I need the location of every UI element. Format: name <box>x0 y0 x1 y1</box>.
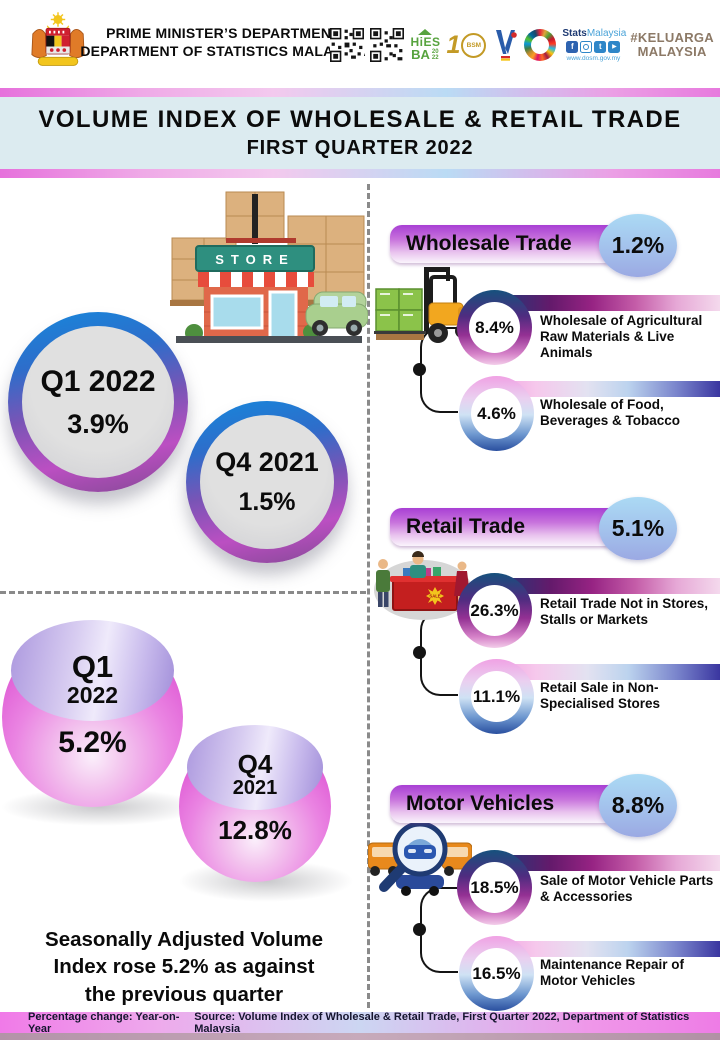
qoq-current-quarter: Q1 <box>71 648 114 684</box>
sub-indicator-value: 26.3% <box>470 600 519 620</box>
connector-dot <box>413 646 426 659</box>
twitter-icon: t <box>594 40 607 53</box>
yoy-previous-quarter-circle: Q4 2021 1.5% <box>186 401 348 563</box>
gradient-bar <box>478 941 720 957</box>
footer-note: Percentage change: Year-on-Year <box>28 1010 180 1035</box>
bottom-strip <box>0 1033 720 1040</box>
section-title: Retail Trade <box>406 515 526 538</box>
youtube-icon: ▶ <box>608 40 621 53</box>
sub-indicator-value: 8.4% <box>475 317 514 337</box>
page-subtitle: FIRST QUARTER 2022 <box>246 137 474 159</box>
sale-starburst-icon <box>426 587 444 605</box>
yoy-current-quarter-circle: Q1 2022 3.9% <box>8 312 188 492</box>
sub-indicator-label: Wholesale of Food, Beverages & Tobacco <box>540 397 681 429</box>
title-banner: VOLUME INDEX OF WHOLESALE & RETAIL TRADE… <box>0 88 720 178</box>
sub-indicator-value: 18.5% <box>470 877 519 897</box>
footer-bar: Percentage change: Year-on-Year Source: … <box>0 1010 720 1035</box>
gradient-bar <box>478 578 720 594</box>
sale-sign-text: SALE <box>429 594 440 599</box>
yoy-current-label: Q1 2022 <box>40 364 156 398</box>
sub-indicator-donut: 8.4% <box>457 290 532 365</box>
qoq-previous-year: 2021 <box>232 776 278 799</box>
hies-ba-2022-logo: HiES BA 2022 <box>410 29 440 61</box>
sub-indicator-label: Sale of Motor Vehicle Parts & Accessorie… <box>540 873 714 905</box>
dosm-url: www.dosm.gov.my <box>566 54 621 62</box>
qoq-current-value: 5.2% <box>58 726 127 760</box>
instagram-icon <box>580 40 593 53</box>
sub-indicator-donut: 11.1% <box>459 659 534 734</box>
dept-line-1: PRIME MINISTER’S DEPARTMENT <box>106 25 340 41</box>
header-logos: HiES BA 2022 1 BSM StatsMalaysia f <box>330 16 714 74</box>
hies-roof-icon <box>418 29 433 35</box>
section-title: Wholesale Trade <box>406 232 572 255</box>
malaysia-coat-of-arms-icon <box>22 10 94 79</box>
sub-indicator-label: Retail Trade Not in Stores, Stalls or Ma… <box>540 596 709 628</box>
store-warehouse-illustration: STORE <box>168 186 369 351</box>
sub-indicator-donut: 26.3% <box>457 573 532 648</box>
qr-code-icon <box>370 28 405 62</box>
seasonally-adjusted-note: Seasonally Adjusted Volume Index rose 5.… <box>45 928 323 1006</box>
keluarga-malaysia-logo: #KELUARGA MALAYSIA <box>630 30 714 59</box>
forklift-icon <box>374 263 470 358</box>
sub-indicator-donut: 4.6% <box>459 376 534 451</box>
section-total-badge: 8.8% <box>599 774 677 837</box>
laurel-ring-icon: BSM <box>461 32 487 58</box>
qoq-previous-quarter-sphere: Q4 2021 12.8% <box>179 724 331 882</box>
section-header: Motor Vehicles <box>390 785 634 823</box>
stats-malaysia-logo: StatsMalaysia f t ▶ www.dosm.gov.my <box>562 27 627 62</box>
yoy-previous-label: Q4 2021 <box>215 447 319 477</box>
department-title: PRIME MINISTER’S DEPARTMENT DEPARTMENT O… <box>80 24 365 60</box>
section-total-badge: 5.1% <box>599 497 677 560</box>
gradient-bar <box>478 381 720 397</box>
section-header: Wholesale Trade <box>390 225 634 263</box>
section-motor-vehicles: Motor Vehicles 8.8% <box>367 774 720 1040</box>
section-header: Retail Trade <box>390 508 634 546</box>
sub-indicator-donut: 16.5% <box>459 936 534 1011</box>
qr-code-icon <box>330 28 365 62</box>
section-title: Motor Vehicles <box>406 792 555 815</box>
qoq-current-quarter-sphere: Q1 2022 5.2% <box>2 619 183 807</box>
page-title: VOLUME INDEX OF WHOLESALE & RETAIL TRADE <box>38 106 682 133</box>
market-stall-shoppers-icon: SALE <box>373 544 473 631</box>
qoq-current-year: 2022 <box>66 681 119 708</box>
sub-indicator-donut: 18.5% <box>457 850 532 925</box>
connector-dot <box>413 363 426 376</box>
v-hand-logo <box>496 30 518 61</box>
section-wholesale-trade: Wholesale Trade 1.2% <box>374 214 720 501</box>
connector-dot <box>413 923 426 936</box>
banner-bottom-strip <box>0 169 720 178</box>
dept-line-2: DEPARTMENT OF STATISTICS MALAYSIA <box>80 43 366 60</box>
sub-indicator-value: 11.1% <box>472 686 521 706</box>
yoy-previous-value: 1.5% <box>238 488 296 516</box>
horizontal-dashed-divider <box>0 591 366 594</box>
section-total-badge: 1.2% <box>599 214 677 277</box>
banner-top-strip <box>0 88 720 97</box>
qoq-previous-quarter: Q4 <box>237 748 273 779</box>
tenth-anniversary-bsm-logo: 1 BSM <box>446 31 487 60</box>
qoq-previous-value: 12.8% <box>218 814 292 845</box>
sub-indicator-value: 16.5% <box>472 963 521 983</box>
green-car-icon <box>305 291 369 336</box>
gradient-bar <box>478 295 720 311</box>
gradient-bar <box>478 664 720 680</box>
sdg-wheel-icon <box>524 29 557 61</box>
sub-indicator-label: Retail Sale in Non-Specialised Stores <box>540 680 661 712</box>
header: PRIME MINISTER’S DEPARTMENT DEPARTMENT O… <box>0 0 720 88</box>
facebook-icon: f <box>566 40 579 53</box>
footer-source: Source: Volume Index of Wholesale & Reta… <box>194 1010 690 1035</box>
car-magnifier-icon <box>367 819 473 912</box>
sub-indicator-label: Maintenance Repair of Motor Vehicles <box>540 957 685 989</box>
vertical-dashed-divider <box>367 184 370 1008</box>
sub-indicator-value: 4.6% <box>477 403 516 423</box>
store-sign-text: STORE <box>215 252 295 267</box>
gradient-bar <box>478 855 720 871</box>
yoy-current-value: 3.9% <box>67 408 129 439</box>
sub-indicator-label: Wholesale of Agricultural Raw Materials … <box>540 313 703 361</box>
section-retail-trade: Retail Trade 5.1% SALE <box>374 497 720 784</box>
